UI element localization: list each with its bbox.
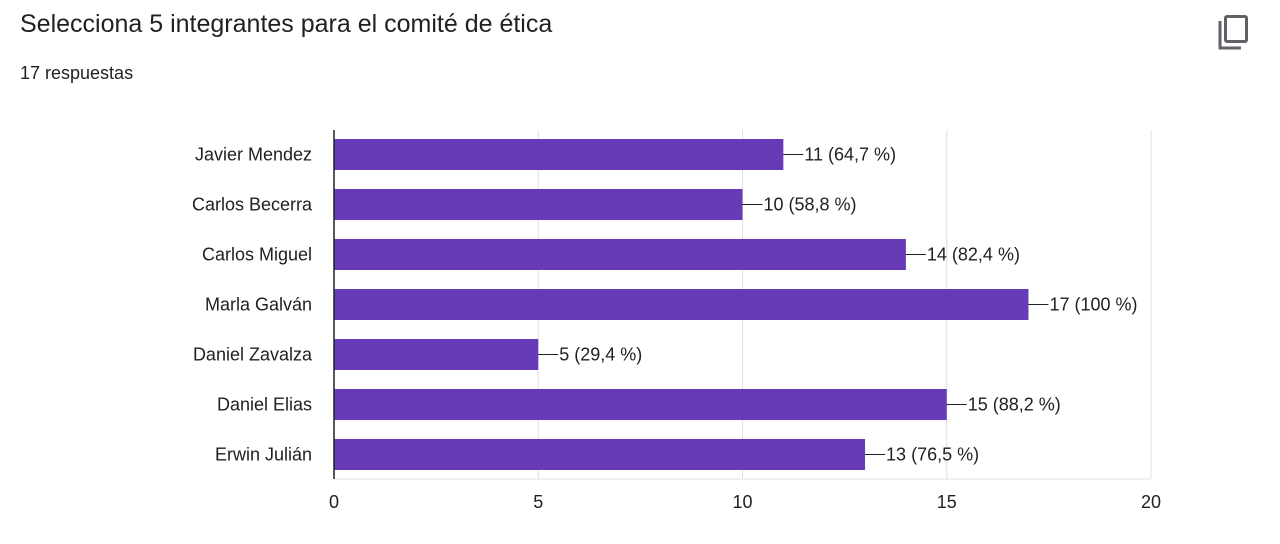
x-tick-label: 15 — [937, 492, 957, 512]
category-label: Carlos Miguel — [202, 245, 312, 265]
response-count: 17 respuestas — [20, 63, 134, 83]
category-label: Daniel Elias — [217, 395, 312, 415]
category-label: Javier Mendez — [195, 145, 312, 165]
data-label: 5 (29,4 %) — [559, 345, 642, 365]
data-label: 17 (100 %) — [1049, 295, 1137, 315]
bar-4 — [334, 289, 1029, 320]
copy-chart-icon — [1218, 15, 1248, 50]
x-tick-label: 0 — [329, 492, 339, 512]
category-label: Marla Galván — [205, 295, 312, 315]
x-tick-label: 20 — [1141, 492, 1161, 512]
bar-6 — [334, 389, 947, 420]
copy-chart-button[interactable] — [1210, 10, 1254, 54]
data-label: 11 (64,7 %) — [804, 145, 896, 165]
bar-1 — [334, 139, 784, 170]
bar-5 — [334, 339, 539, 370]
data-label: 15 (88,2 %) — [968, 395, 1061, 415]
bar-3 — [334, 239, 906, 270]
data-label: 10 (58,8 %) — [764, 195, 857, 215]
bar-2 — [334, 189, 743, 220]
category-label: Daniel Zavalza — [193, 345, 313, 365]
bar-7 — [334, 439, 866, 470]
x-tick-label: 5 — [533, 492, 543, 512]
category-label: Carlos Becerra — [192, 195, 313, 215]
x-tick-label: 10 — [732, 492, 752, 512]
data-label: 13 (76,5 %) — [886, 445, 979, 465]
question-title: Selecciona 5 integrantes para el comité … — [20, 10, 553, 38]
data-label: 14 (82,4 %) — [927, 245, 1020, 265]
category-label: Erwin Julián — [215, 445, 312, 465]
